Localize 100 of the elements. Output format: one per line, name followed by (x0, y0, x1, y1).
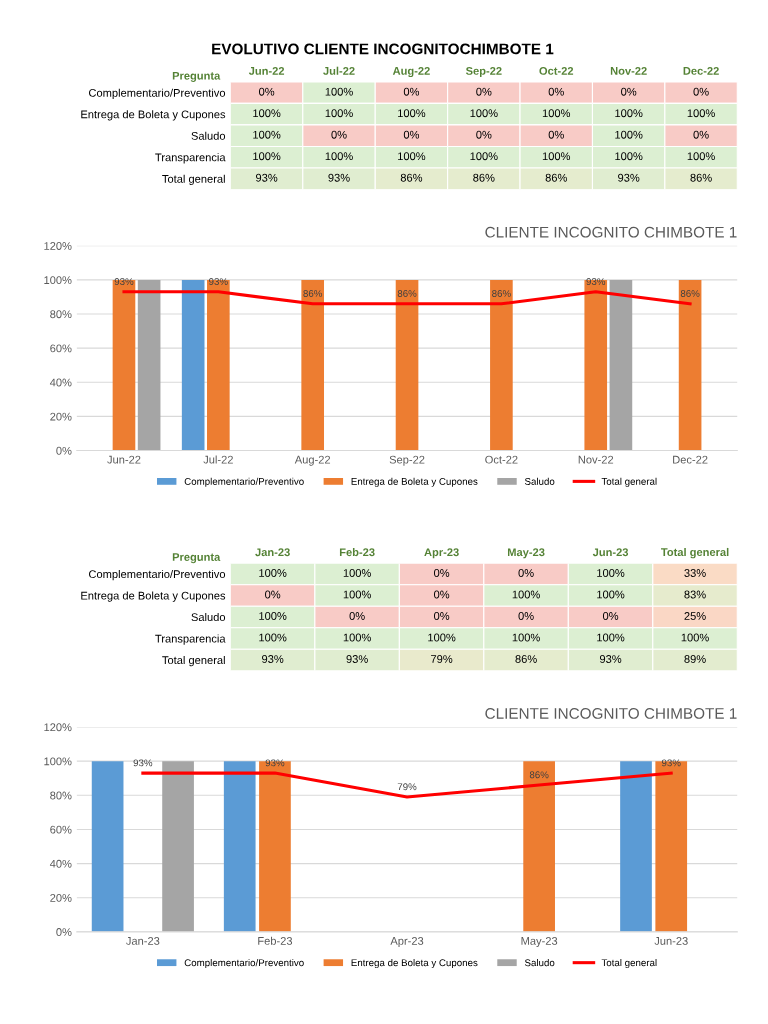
legend-label: Complementario/Preventivo (184, 477, 304, 487)
data-label: 79% (397, 783, 417, 791)
data-label: 100% (325, 87, 353, 96)
data-label: 100% (512, 590, 540, 599)
data-label: 93% (346, 655, 368, 663)
y-tick-label: Entrega de Boleta y Cupones (81, 110, 226, 121)
data-label: 100% (687, 109, 715, 118)
x-tick-label: Jan-23 (255, 548, 290, 557)
y-tick-label: 120% (44, 723, 72, 732)
x-tick-label: Dec-22 (683, 66, 719, 75)
data-label: 0% (602, 612, 619, 620)
data-label: 86% (397, 290, 417, 297)
data-label: 100% (597, 633, 625, 642)
data-label: 0% (349, 612, 365, 620)
data-label: 25% (684, 612, 706, 620)
y-tick-label: 120% (44, 242, 72, 250)
x-tick-label: Nov-22 (610, 66, 647, 75)
data-label: 86% (690, 173, 712, 182)
data-label: 86% (492, 290, 511, 297)
data-label: 79% (431, 655, 453, 663)
data-label: 0% (476, 130, 492, 139)
x-tick-label: Nov-22 (578, 455, 614, 464)
data-label: 93% (265, 759, 285, 767)
data-label: 0% (548, 130, 564, 139)
y-tick-label: Transparencia (155, 634, 226, 645)
data-label: 100% (325, 109, 353, 118)
x-tick-label: Sep-22 (465, 66, 502, 78)
data-label: 0% (518, 612, 534, 620)
y-tick-label: Saludo (191, 612, 226, 622)
chart-title: CLIENTE INCOGNITO CHIMBOTE 1 (485, 226, 737, 238)
y-axis-title: Pregunta (172, 71, 221, 82)
x-tick-label: Total general (661, 547, 729, 559)
data-label: 86% (545, 173, 567, 182)
data-label: 100% (542, 152, 571, 161)
data-label: 93% (114, 278, 134, 285)
y-tick-label: 0% (56, 446, 72, 455)
legend-label: Entrega de Boleta y Cupones (351, 477, 478, 487)
x-tick-label: Jan-23 (126, 936, 160, 945)
x-tick-label: Jul-22 (323, 66, 355, 75)
data-label: 93% (256, 173, 278, 182)
x-tick-label: Oct-22 (485, 455, 518, 464)
x-tick-label: May-23 (521, 936, 558, 948)
x-tick-label: Feb-23 (258, 936, 293, 945)
data-label: 100% (343, 590, 371, 599)
y-tick-label: Complementario/Preventivo (89, 88, 226, 99)
data-label: 86% (400, 173, 423, 182)
data-label: 100% (512, 633, 540, 642)
legend-label: Total general (601, 477, 657, 487)
data-label: 0% (518, 569, 534, 577)
data-label: 93% (328, 173, 350, 182)
y-tick-label: 60% (50, 344, 72, 353)
x-tick-label: Aug-22 (294, 455, 331, 466)
data-label: 86% (303, 290, 323, 297)
x-tick-label: Feb-23 (339, 547, 375, 557)
y-tick-label: Complementario/Preventivo (89, 569, 226, 581)
data-label: 100% (428, 633, 456, 642)
data-label: 0% (621, 87, 637, 96)
y-tick-label: 100% (44, 757, 72, 766)
y-axis-title: Pregunta (172, 553, 221, 564)
x-tick-label: Apr-23 (390, 936, 424, 948)
x-tick-label: May-23 (507, 548, 545, 559)
x-tick-label: Apr-23 (424, 548, 459, 559)
data-label: 0% (476, 87, 492, 96)
data-label: 0% (259, 87, 275, 96)
chart-title: EVOLUTIVO CLIENTE INCOGNITOCHIMBOTE 1 (212, 43, 554, 55)
data-label: 86% (515, 655, 537, 663)
data-label: 100% (687, 152, 715, 161)
data-label: 100% (253, 109, 281, 118)
y-tick-label: 20% (50, 893, 72, 902)
data-label: 93% (133, 759, 153, 767)
data-label: 93% (262, 655, 284, 663)
data-label: 100% (259, 569, 287, 577)
data-label: 83% (684, 590, 706, 599)
y-tick-label: 60% (50, 825, 72, 834)
data-label: 0% (434, 569, 450, 577)
data-label: 100% (615, 130, 643, 139)
y-tick-label: 80% (50, 791, 72, 800)
data-label: 89% (684, 655, 706, 663)
x-tick-label: Jun-22 (248, 66, 285, 75)
y-tick-label: Transparencia (155, 153, 226, 164)
x-tick-label: Jun-23 (654, 936, 688, 945)
data-label: 93% (209, 278, 228, 285)
data-label: 100% (597, 590, 625, 599)
data-label: 86% (473, 173, 495, 182)
x-tick-label: Dec-22 (673, 455, 708, 464)
data-label: 0% (331, 130, 347, 139)
x-tick-label: Sep-22 (389, 455, 425, 466)
y-tick-label: 100% (44, 276, 72, 285)
data-label: 0% (434, 590, 450, 599)
data-label: 93% (586, 278, 606, 285)
y-tick-label: Entrega de Boleta y Cupones (81, 591, 226, 602)
data-label: 100% (542, 109, 571, 118)
x-tick-label: Jun-22 (107, 455, 141, 464)
legend-label: Total general (601, 959, 657, 969)
data-label: 100% (615, 109, 643, 118)
data-label: 0% (693, 87, 709, 96)
y-tick-label: Total general (162, 655, 225, 667)
x-tick-label: Jun-23 (592, 548, 629, 557)
x-tick-label: Jul-22 (203, 455, 233, 464)
y-tick-label: 40% (49, 378, 72, 387)
